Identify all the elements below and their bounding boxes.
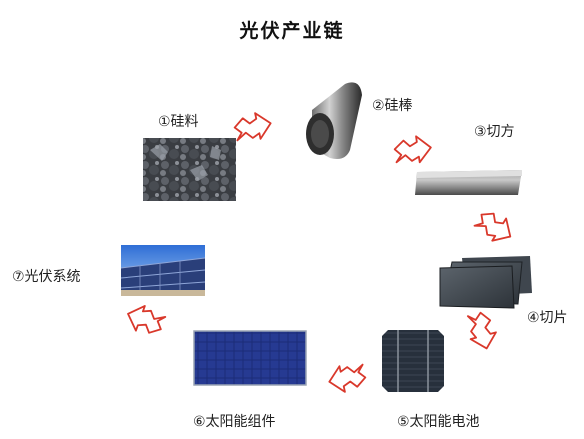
pv-system-image (120, 245, 206, 296)
arrow-squaring-to-wafer (473, 212, 512, 242)
step-label-silicon-material: ①硅料 (158, 114, 199, 130)
step-label-wafer: ④切片 (527, 310, 568, 326)
step-label-squaring: ③切方 (474, 124, 515, 140)
silicon-ingot-image (306, 82, 362, 159)
wafer-image (439, 256, 532, 309)
squared-bar-image (415, 170, 522, 195)
diagram-title: 光伏产业链 (239, 20, 345, 42)
arrow-module-to-system (127, 305, 167, 334)
step-label-pv-system: ⑦光伏系统 (12, 269, 81, 285)
arrow-wafer-to-cell (466, 311, 497, 350)
step-label-solar-cell: ⑤太阳能电池 (397, 414, 480, 430)
arrow-ingot-to-squaring (393, 135, 432, 164)
solar-module-image (193, 330, 307, 386)
silicon-material-image (143, 138, 236, 201)
arrow-material-to-ingot (233, 112, 272, 142)
step-label-solar-module: ⑥太阳能组件 (193, 414, 276, 430)
arrow-cell-to-module (328, 363, 367, 393)
solar-cell-image (382, 330, 444, 392)
step-label-silicon-ingot: ②硅棒 (372, 98, 413, 114)
